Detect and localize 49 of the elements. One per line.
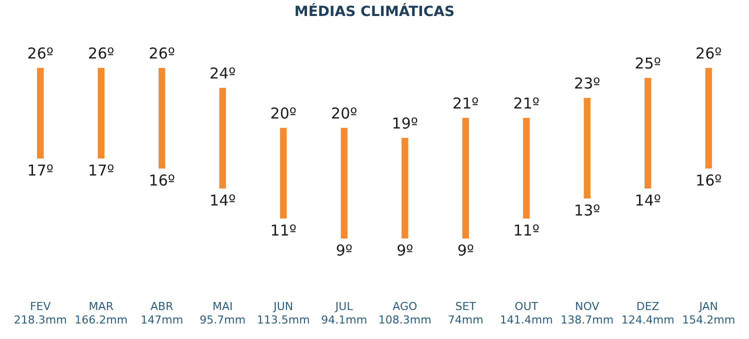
x-tick-label: NOV 138.7mm <box>560 300 614 326</box>
annotation: 21º <box>513 94 540 113</box>
candlestick <box>219 88 226 189</box>
text: 9º <box>396 242 414 260</box>
text: 9º <box>336 242 352 260</box>
text: 26º <box>27 44 54 63</box>
x-tick-label: JUL 94.1mm <box>321 300 368 326</box>
x-tick-label: MAR 166.2mm <box>74 300 128 326</box>
annotation: 16º <box>148 172 175 190</box>
x-tick-label: JUN 113.5mm <box>256 300 310 326</box>
annotation: 11º <box>513 222 540 240</box>
candlestick <box>402 138 408 239</box>
x-tick-label: JAN 154.2mm <box>682 300 736 326</box>
x-tick-label: MAI 95.7mm <box>200 300 246 326</box>
candlestick <box>340 128 348 239</box>
x-tick-label: FEV 218.3mm <box>14 300 67 326</box>
annotation: 14º <box>210 192 236 210</box>
candlestick <box>280 128 287 219</box>
annotation: 25º <box>634 54 661 73</box>
text: 26º <box>148 44 175 63</box>
x-tick-label: OUT 141.4mm <box>500 300 553 326</box>
annotation: 13º <box>574 202 600 220</box>
text: 26º <box>696 44 722 63</box>
annotation: 19º <box>392 114 418 133</box>
x-tick-label: SET 74mm <box>448 300 484 326</box>
candlestick <box>462 118 469 239</box>
candlestick <box>584 98 590 199</box>
annotation: 11º <box>270 222 296 240</box>
candlestick <box>98 68 104 159</box>
candlestick <box>644 78 652 189</box>
annotation: 24º <box>210 64 236 83</box>
candlestick <box>523 118 530 219</box>
text: 26º <box>88 44 114 63</box>
annotation: 14º <box>634 192 661 210</box>
candlestick <box>158 68 166 169</box>
chart-title: MÉDIAS CLIMÁTICAS <box>294 3 455 20</box>
annotation: 21º <box>452 94 479 113</box>
annotation: 20º <box>270 104 296 123</box>
x-tick-label: DEZ 124.4mm <box>621 300 674 326</box>
x-tick-label: AGO 108.3mm <box>378 300 432 326</box>
annotation: 23º <box>574 74 600 93</box>
annotation: 16º <box>696 172 722 190</box>
annotation: 17º <box>88 162 114 180</box>
annotation: 20º <box>331 104 358 123</box>
x-tick-label: ABR 147mm <box>140 300 184 326</box>
text: 9º <box>457 242 474 260</box>
annotation: 17º <box>27 162 54 180</box>
candlestick <box>37 68 44 159</box>
candlestick <box>705 68 712 169</box>
